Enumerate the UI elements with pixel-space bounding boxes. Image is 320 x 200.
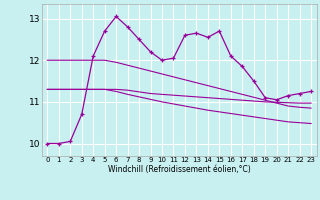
X-axis label: Windchill (Refroidissement éolien,°C): Windchill (Refroidissement éolien,°C) — [108, 165, 251, 174]
